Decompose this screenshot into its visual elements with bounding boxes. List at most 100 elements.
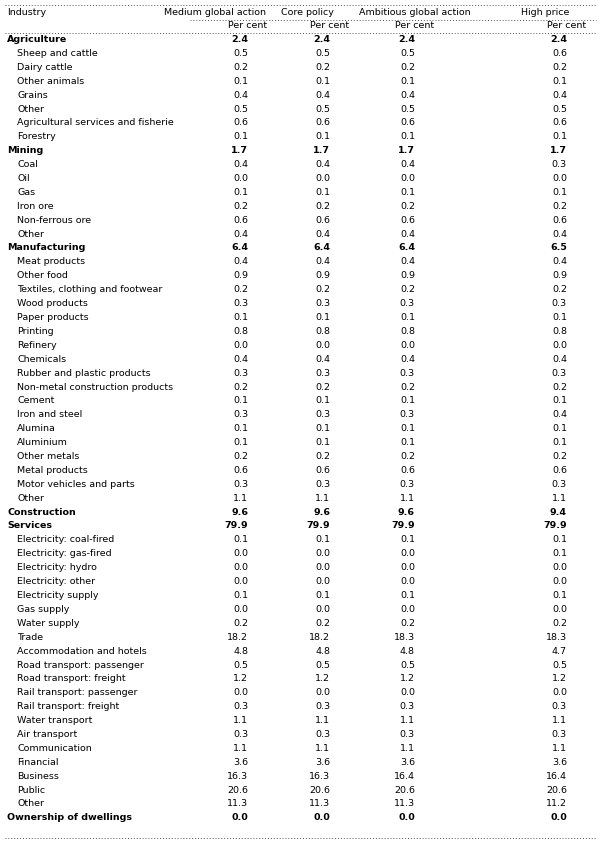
Text: Gas: Gas (17, 187, 35, 197)
Text: Printing: Printing (17, 327, 53, 336)
Text: 11.2: 11.2 (546, 799, 567, 808)
Text: 0.5: 0.5 (233, 661, 248, 669)
Text: 0.1: 0.1 (233, 187, 248, 197)
Text: 0.6: 0.6 (233, 118, 248, 128)
Text: 0.0: 0.0 (400, 341, 415, 350)
Text: Metal products: Metal products (17, 466, 88, 475)
Text: 20.6: 20.6 (546, 786, 567, 794)
Text: Other: Other (17, 104, 44, 114)
Text: 0.0: 0.0 (233, 549, 248, 558)
Text: 16.3: 16.3 (227, 772, 248, 780)
Text: Per cent: Per cent (395, 21, 435, 30)
Text: 0.2: 0.2 (400, 452, 415, 461)
Text: 3.6: 3.6 (233, 758, 248, 766)
Text: 0.2: 0.2 (552, 62, 567, 72)
Text: 1.1: 1.1 (315, 716, 330, 725)
Text: 0.9: 0.9 (552, 272, 567, 280)
Text: 0.3: 0.3 (315, 299, 330, 308)
Text: 0.5: 0.5 (315, 104, 330, 114)
Text: 6.4: 6.4 (398, 244, 415, 253)
Text: 16.4: 16.4 (546, 772, 567, 780)
Text: 0.3: 0.3 (552, 702, 567, 711)
Text: Motor vehicles and parts: Motor vehicles and parts (17, 480, 135, 489)
Text: Grains: Grains (17, 90, 47, 100)
Text: 0.0: 0.0 (313, 813, 330, 822)
Text: Construction: Construction (7, 508, 76, 516)
Text: Wood products: Wood products (17, 299, 88, 308)
Text: 0.2: 0.2 (552, 452, 567, 461)
Text: 0.0: 0.0 (552, 688, 567, 697)
Text: 0.1: 0.1 (315, 536, 330, 544)
Text: 0.2: 0.2 (400, 201, 415, 211)
Text: 0.4: 0.4 (315, 90, 330, 100)
Text: Non-ferrous ore: Non-ferrous ore (17, 216, 91, 225)
Text: Electricity: other: Electricity: other (17, 577, 95, 586)
Text: 0.0: 0.0 (552, 174, 567, 183)
Text: 0.1: 0.1 (552, 397, 567, 405)
Text: 0.2: 0.2 (315, 383, 330, 391)
Text: 0.0: 0.0 (552, 341, 567, 350)
Text: Trade: Trade (17, 633, 43, 641)
Text: 18.3: 18.3 (546, 633, 567, 641)
Text: 0.8: 0.8 (400, 327, 415, 336)
Text: 9.6: 9.6 (231, 508, 248, 516)
Text: 0.2: 0.2 (315, 201, 330, 211)
Text: 0.2: 0.2 (233, 383, 248, 391)
Text: 2.4: 2.4 (231, 35, 248, 44)
Text: 3.6: 3.6 (400, 758, 415, 766)
Text: Oil: Oil (17, 174, 29, 183)
Text: 0.3: 0.3 (400, 369, 415, 378)
Text: 0.1: 0.1 (552, 313, 567, 322)
Text: 0.3: 0.3 (552, 730, 567, 739)
Text: 11.3: 11.3 (394, 799, 415, 808)
Text: 0.0: 0.0 (400, 563, 415, 572)
Text: 16.4: 16.4 (394, 772, 415, 780)
Text: 1.1: 1.1 (233, 716, 248, 725)
Text: Per cent: Per cent (548, 21, 587, 30)
Text: 4.7: 4.7 (552, 647, 567, 655)
Text: 0.0: 0.0 (315, 688, 330, 697)
Text: 0.4: 0.4 (315, 355, 330, 364)
Text: 4.8: 4.8 (233, 647, 248, 655)
Text: Electricity: hydro: Electricity: hydro (17, 563, 97, 572)
Text: 0.6: 0.6 (315, 466, 330, 475)
Text: 0.8: 0.8 (315, 327, 330, 336)
Text: 0.4: 0.4 (400, 355, 415, 364)
Text: 1.1: 1.1 (315, 744, 330, 753)
Text: 0.5: 0.5 (315, 49, 330, 58)
Text: 0.6: 0.6 (400, 118, 415, 128)
Text: 1.7: 1.7 (398, 146, 415, 155)
Text: 0.8: 0.8 (233, 327, 248, 336)
Text: Gas supply: Gas supply (17, 605, 69, 614)
Text: Industry: Industry (7, 8, 46, 17)
Text: 0.0: 0.0 (233, 577, 248, 586)
Text: 0.1: 0.1 (400, 536, 415, 544)
Text: 0.5: 0.5 (233, 104, 248, 114)
Text: 6.4: 6.4 (313, 244, 330, 253)
Text: 0.3: 0.3 (400, 411, 415, 419)
Text: 0.0: 0.0 (398, 813, 415, 822)
Text: 0.0: 0.0 (233, 605, 248, 614)
Text: 0.5: 0.5 (400, 104, 415, 114)
Text: Manufacturing: Manufacturing (7, 244, 85, 253)
Text: 0.1: 0.1 (233, 424, 248, 433)
Text: 0.1: 0.1 (552, 438, 567, 447)
Text: 18.2: 18.2 (227, 633, 248, 641)
Text: 0.0: 0.0 (400, 605, 415, 614)
Text: 0.3: 0.3 (315, 480, 330, 489)
Text: 1.7: 1.7 (231, 146, 248, 155)
Text: 0.3: 0.3 (315, 702, 330, 711)
Text: 3.6: 3.6 (315, 758, 330, 766)
Text: Textiles, clothing and footwear: Textiles, clothing and footwear (17, 286, 162, 294)
Text: 0.6: 0.6 (233, 216, 248, 225)
Text: 0.1: 0.1 (400, 76, 415, 86)
Text: 0.1: 0.1 (315, 397, 330, 405)
Text: 0.1: 0.1 (552, 536, 567, 544)
Text: 0.0: 0.0 (400, 688, 415, 697)
Text: 0.0: 0.0 (315, 341, 330, 350)
Text: 0.0: 0.0 (233, 563, 248, 572)
Text: 0.0: 0.0 (315, 577, 330, 586)
Text: 0.9: 0.9 (400, 272, 415, 280)
Text: 4.8: 4.8 (315, 647, 330, 655)
Text: 0.2: 0.2 (552, 619, 567, 628)
